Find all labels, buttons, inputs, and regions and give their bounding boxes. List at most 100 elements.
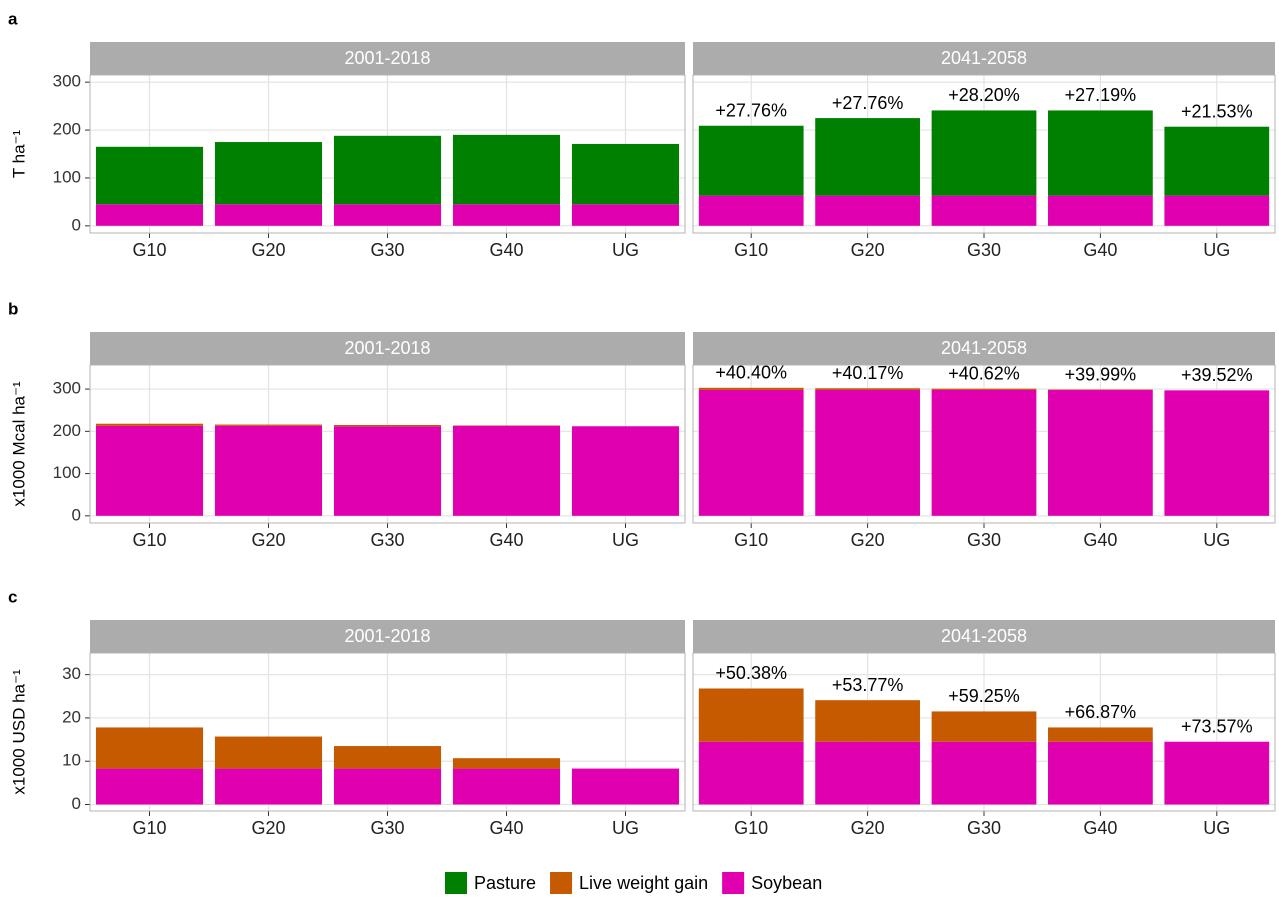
bar-segment [452,425,561,516]
bar-annotation: +53.77% [832,675,904,695]
x-tick-label: G10 [132,240,166,260]
bar-annotation: +27.19% [1065,85,1137,105]
bar-segment [333,746,442,769]
strip [90,42,685,75]
x-tick-label: G40 [489,240,523,260]
panel-border [692,74,1276,234]
panel-label: c [8,587,17,606]
bar-segment [698,125,804,196]
strip-title: 2041-2058 [941,338,1027,358]
legend-swatch [722,872,745,894]
bar-segment [931,741,1037,805]
bar-segment [452,204,561,226]
bar-annotation: +40.62% [948,363,1020,383]
x-tick-label: G10 [132,530,166,550]
y-tick-label: 100 [53,463,81,482]
bar-segment [815,118,920,196]
panel-border [89,652,686,812]
legend-label: Pasture [474,873,536,893]
bar-segment [1048,195,1153,226]
bar-segment [95,423,204,426]
x-tick-label: G30 [370,818,404,838]
bar-segment [95,768,204,805]
x-tick-label: G20 [851,818,885,838]
y-tick-label: 300 [53,72,81,91]
bar-segment [815,741,920,805]
bar-segment [931,110,1037,196]
bar-segment [1048,389,1153,516]
panel-label: b [8,299,18,318]
panel-label: a [8,9,18,28]
bar-segment [452,134,561,205]
bar-annotation: +66.87% [1065,702,1137,722]
bar-annotation: +21.53% [1181,101,1253,121]
bar-segment [333,424,442,427]
x-tick-label: UG [612,530,639,550]
bar-segment [214,425,323,516]
bar-segment [452,758,561,769]
bar-segment [214,424,323,426]
bar-segment [931,711,1037,742]
bar-segment [698,741,804,805]
bar-segment [95,204,204,226]
bar-segment [214,142,323,205]
y-tick-label: 10 [62,751,81,770]
y-tick-label: 200 [53,421,81,440]
bar-segment [571,143,680,205]
bar-segment [698,387,804,390]
bar-segment [571,768,680,805]
bar-segment [1048,727,1153,742]
x-tick-label: G20 [251,818,285,838]
strip [90,332,685,365]
y-tick-label: 20 [62,707,81,726]
strip [693,42,1275,75]
bar-segment [815,195,920,226]
x-tick-label: G40 [1083,530,1117,550]
bar-segment [571,426,680,516]
bar-segment [333,768,442,805]
bar-segment [931,388,1037,390]
y-axis-label: x1000 Mcal ha⁻¹ [9,381,28,507]
strip-title: 2001-2018 [344,338,430,358]
bar-annotation: +50.38% [715,663,787,683]
x-tick-label: G10 [734,530,768,550]
y-tick-label: 0 [72,794,81,813]
strip-title: 2001-2018 [344,48,430,68]
x-tick-label: G40 [489,530,523,550]
x-tick-label: G10 [734,818,768,838]
y-axis-label: T ha⁻¹ [9,129,28,178]
bar-segment [95,727,204,769]
bar-segment [452,768,561,805]
panel-border [89,74,686,234]
bar-segment [815,388,920,390]
x-tick-label: G20 [851,530,885,550]
bar-segment [1164,195,1270,226]
x-tick-label: UG [1203,818,1230,838]
bar-segment [1164,741,1270,805]
legend-label: Live weight gain [579,873,708,893]
panel-border [89,364,686,524]
bar-annotation: +40.17% [832,363,904,383]
x-tick-label: G20 [251,240,285,260]
strip-title: 2041-2058 [941,48,1027,68]
legend-label: Soybean [751,873,822,893]
y-tick-label: 0 [72,215,81,234]
x-tick-label: G20 [251,530,285,550]
x-tick-label: G30 [370,530,404,550]
bar-segment [698,688,804,742]
bar-segment [698,389,804,516]
strip [693,332,1275,365]
x-tick-label: UG [1203,240,1230,260]
bar-annotation: +39.52% [1181,365,1253,385]
bar-segment [1048,110,1153,196]
y-tick-label: 200 [53,120,81,139]
x-tick-label: G20 [851,240,885,260]
bar-annotation: +59.25% [948,686,1020,706]
strip-title: 2041-2058 [941,626,1027,646]
bar-annotation: +27.76% [715,101,787,121]
bar-segment [214,736,323,769]
bar-segment [1048,741,1153,805]
bar-segment [815,389,920,516]
